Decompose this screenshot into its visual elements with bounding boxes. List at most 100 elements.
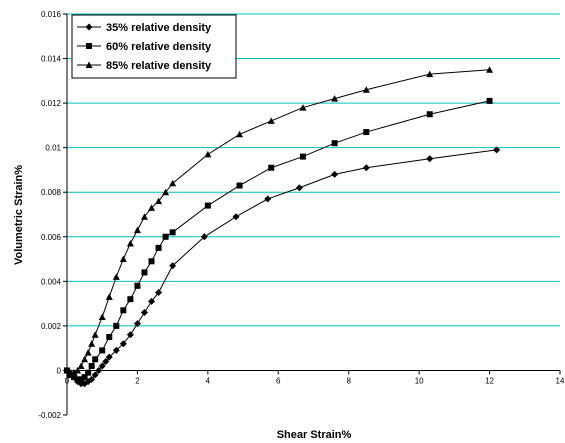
x-tick-label: 4 xyxy=(206,376,211,385)
data-point-triangle xyxy=(169,179,177,187)
data-point-triangle xyxy=(155,197,163,205)
data-point-square xyxy=(169,229,176,236)
data-point-diamond xyxy=(148,297,156,305)
y-tick-label: 0.016 xyxy=(41,10,62,19)
x-tick-label: 8 xyxy=(346,376,351,385)
y-axis-title: Volumetric Strain% xyxy=(13,165,25,265)
data-point-triangle xyxy=(236,130,244,138)
data-point-diamond xyxy=(91,371,99,379)
data-point-triangle xyxy=(91,331,99,338)
y-tick-label: 0.01 xyxy=(45,144,61,153)
data-point-diamond xyxy=(105,353,113,361)
data-point-diamond xyxy=(140,309,148,317)
axes: -0.002 0 0.002 0.004 0.006 0.008 0.01 0.012 0.01… xyxy=(38,10,565,420)
data-point-triangle xyxy=(74,366,82,374)
x-tick-label: 14 xyxy=(556,376,565,385)
data-point-triangle xyxy=(140,213,148,220)
data-point-square xyxy=(74,376,81,383)
data-point-triangle xyxy=(299,104,307,111)
data-point-triangle xyxy=(362,86,370,93)
data-point-square xyxy=(85,369,92,376)
y-tick-label: 0.014 xyxy=(41,55,62,64)
x-tick-label: 2 xyxy=(135,376,140,385)
x-tick-label: 10 xyxy=(415,376,424,385)
data-point-triangle xyxy=(486,66,494,73)
data-point-triangle xyxy=(148,204,156,211)
y-tick-label: -0.002 xyxy=(38,411,61,420)
data-point-square xyxy=(155,244,162,251)
series-line xyxy=(66,69,490,374)
data-point-triangle xyxy=(331,95,339,102)
data-point-triangle xyxy=(77,362,85,369)
data-point-triangle xyxy=(63,366,71,374)
data-point-square xyxy=(113,322,120,329)
x-tick-label: 6 xyxy=(276,376,281,385)
data-point-square xyxy=(141,269,148,276)
legend-label: 85% relative density xyxy=(106,60,212,72)
data-point-diamond xyxy=(95,366,103,374)
data-point-triangle xyxy=(133,226,141,234)
data-point-diamond xyxy=(200,233,208,241)
legend-marker xyxy=(85,61,93,68)
data-point-square xyxy=(236,182,243,189)
data-point-diamond xyxy=(126,331,134,339)
plot-area xyxy=(67,14,560,415)
legend-marker xyxy=(85,23,93,31)
data-point-triangle xyxy=(204,150,212,158)
y-tick-label: 0.006 xyxy=(41,233,62,242)
data-point-diamond xyxy=(331,170,339,178)
series-layer xyxy=(63,66,501,388)
x-axis-title: Shear Strain% xyxy=(277,429,352,441)
data-point-triangle xyxy=(426,70,434,78)
y-tick-label: 0.004 xyxy=(41,277,62,286)
data-point-diamond xyxy=(155,288,163,296)
data-point-square xyxy=(81,374,88,381)
data-point-diamond xyxy=(169,262,177,270)
x-tick-label: 12 xyxy=(485,376,494,385)
data-point-triangle xyxy=(112,273,120,280)
data-point-square xyxy=(299,153,306,160)
y-tick-label: 0 xyxy=(57,366,62,375)
x-tick-label: 0 xyxy=(65,376,70,385)
series-3 xyxy=(63,66,494,376)
data-point-triangle xyxy=(162,188,170,196)
data-point-diamond xyxy=(88,375,96,383)
data-point-diamond xyxy=(98,362,106,370)
data-point-diamond xyxy=(426,155,434,163)
data-point-diamond xyxy=(102,358,110,366)
data-point-diamond xyxy=(232,213,240,221)
data-point-diamond xyxy=(112,346,120,354)
data-point-diamond xyxy=(264,195,272,203)
data-point-square xyxy=(204,202,211,209)
data-point-square xyxy=(134,282,141,289)
data-point-diamond xyxy=(362,164,370,172)
data-point-square xyxy=(127,296,134,303)
data-point-square xyxy=(426,111,433,118)
data-point-square xyxy=(162,233,169,240)
y-tick-label: 0.008 xyxy=(41,188,62,197)
data-point-square xyxy=(486,97,493,104)
data-point-diamond xyxy=(133,320,141,328)
data-point-square xyxy=(88,362,95,369)
legend-marker xyxy=(86,43,92,49)
y-tick-label: 0.012 xyxy=(41,99,62,108)
y-tick-label: 0.002 xyxy=(41,322,62,331)
data-point-triangle xyxy=(98,313,106,320)
data-point-square xyxy=(92,356,99,363)
data-point-square xyxy=(331,140,338,147)
data-point-triangle xyxy=(81,355,89,363)
data-point-diamond xyxy=(119,340,127,348)
legend-label: 60% relative density xyxy=(106,41,212,53)
data-point-triangle xyxy=(267,117,275,124)
data-point-triangle xyxy=(105,293,113,300)
data-point-triangle xyxy=(119,255,127,263)
data-point-square xyxy=(71,374,78,381)
data-point-square xyxy=(78,376,85,383)
data-point-square xyxy=(106,334,113,341)
data-point-triangle xyxy=(70,369,78,376)
data-point-square xyxy=(148,258,155,265)
data-point-diamond xyxy=(295,184,303,192)
data-point-square xyxy=(363,129,370,136)
data-point-triangle xyxy=(126,239,134,247)
